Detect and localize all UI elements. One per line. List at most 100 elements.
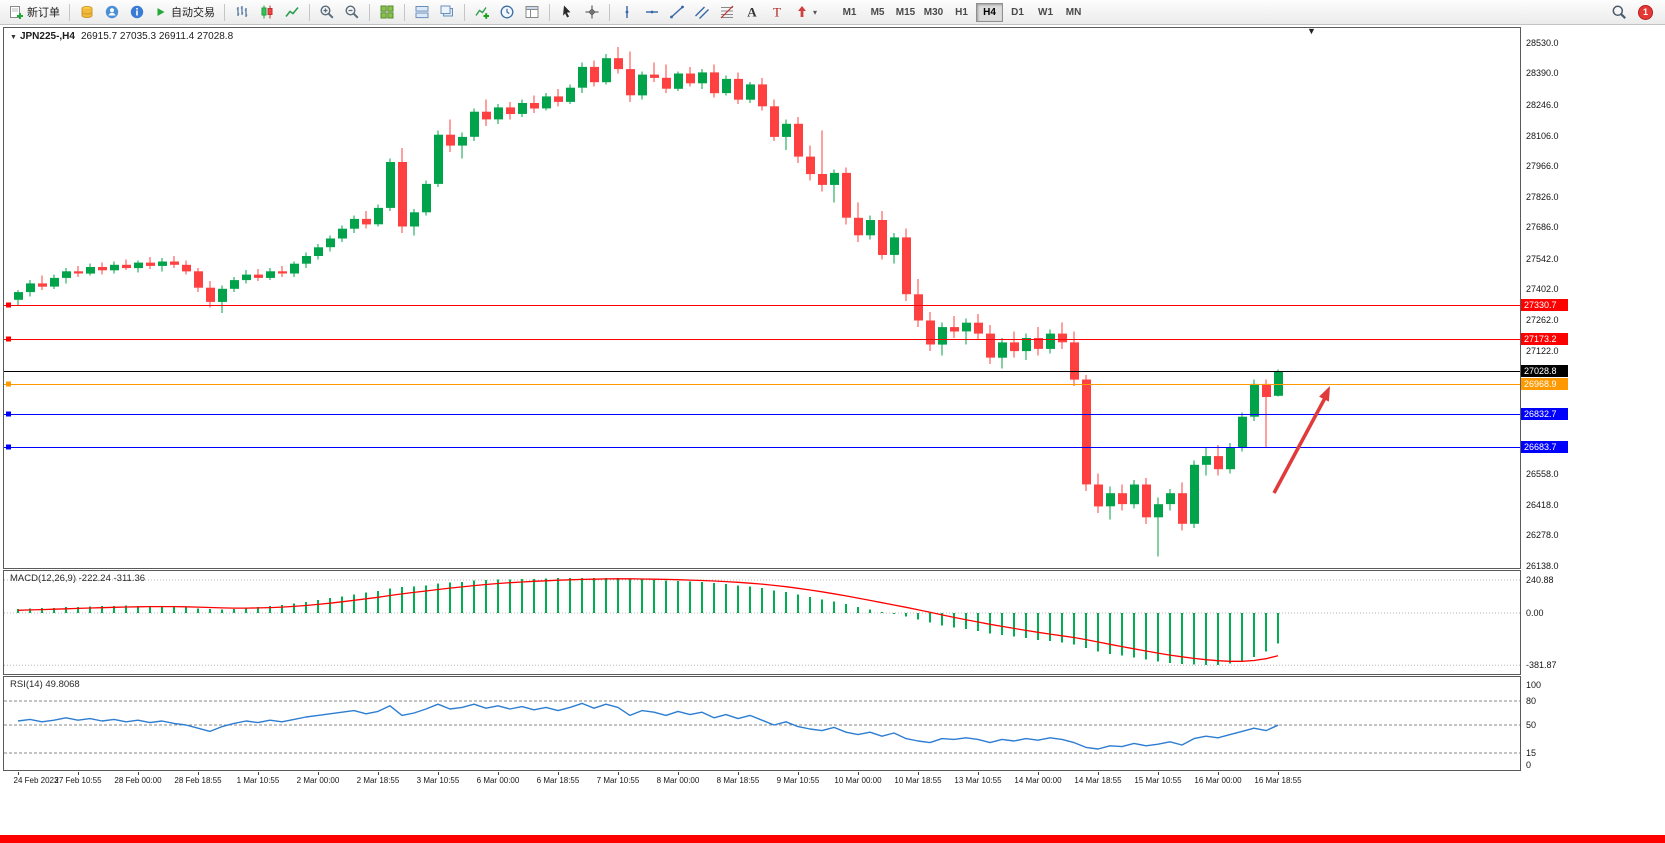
svg-text:T: T	[773, 5, 781, 20]
new-order-label: 新订单	[27, 7, 60, 19]
time-axis[interactable]: 24 Feb 2023 27 Feb 10:55 28 Feb 00:00 28 Fe…	[3, 772, 1521, 788]
macd-plot-area[interactable]	[4, 571, 1520, 674]
chart-ohlc-values: 26915.7 27035.3 26911.4 27028.8	[80, 31, 234, 42]
bar-chart-button[interactable]	[230, 2, 254, 23]
periods-button[interactable]	[495, 2, 519, 23]
vertical-line-tool-button[interactable]	[615, 2, 639, 23]
candle-body	[434, 134, 443, 184]
market-button[interactable]	[75, 2, 99, 23]
zoom-out-icon	[345, 5, 359, 19]
main-toolbar: 新订单 自动交易	[0, 0, 1665, 25]
time-axis-tick	[258, 772, 259, 775]
candle-body	[302, 256, 311, 264]
horizontal-line-tool-button[interactable]	[640, 2, 664, 23]
templates-button[interactable]	[520, 2, 544, 23]
level-price-tag[interactable]: 26968.9	[1521, 378, 1568, 391]
time-axis-label: 27 Feb 10:55	[54, 776, 102, 785]
candle-body	[566, 87, 575, 102]
time-axis-tick	[1098, 772, 1099, 775]
candle-body	[1118, 493, 1127, 505]
add-indicator-button[interactable]	[470, 2, 494, 23]
cursor-icon	[563, 5, 571, 18]
candle-body	[602, 58, 611, 83]
tab-timeframe-M15[interactable]: M15	[892, 3, 919, 22]
rsi-plot-area[interactable]	[4, 677, 1520, 770]
macd-axis-label: 240.88	[1526, 575, 1554, 585]
candle-body	[14, 292, 23, 300]
candlestick-chart-button[interactable]	[255, 2, 279, 23]
candle-body	[998, 342, 1007, 358]
level-price-tag[interactable]: 26832.7	[1521, 407, 1568, 420]
candle-body	[698, 72, 707, 84]
autotrading-button[interactable]: 自动交易	[150, 2, 219, 23]
level-price-tag[interactable]: 27173.2	[1521, 333, 1568, 346]
line-anchor-handle[interactable]	[6, 444, 11, 450]
candle-body	[890, 237, 899, 255]
info-button[interactable]	[125, 2, 149, 23]
time-axis-tick	[738, 772, 739, 775]
candle-body	[1022, 338, 1031, 352]
time-axis-tick	[1038, 772, 1039, 775]
tab-timeframe-H4[interactable]: H4	[976, 2, 1004, 22]
macd-signal-line	[17, 578, 1279, 662]
candle-body	[854, 217, 863, 236]
tab-timeframe-W1[interactable]: W1	[1032, 3, 1059, 22]
text-tool-button[interactable]: A	[740, 2, 764, 23]
time-axis-tick	[78, 772, 79, 775]
arrows-tool-button[interactable]: ▾	[790, 2, 821, 23]
zoom-out-button[interactable]	[340, 2, 364, 23]
price-chart-panel[interactable]: ▼ JPN225-,H4 26915.7 27035.3 26911.4 27028…	[3, 26, 1521, 569]
candle-body	[530, 103, 539, 109]
candle-body	[830, 172, 839, 185]
new-order-button[interactable]: 新订单	[4, 2, 64, 23]
line-anchor-handle[interactable]	[6, 336, 11, 342]
fibonacci-tool-button[interactable]	[715, 2, 739, 23]
chart-shift-marker-icon[interactable]: ▼	[1307, 26, 1316, 36]
line-chart-button[interactable]	[280, 2, 304, 23]
macd-panel[interactable]: MACD(12,26,9) -222.24 -311.36	[3, 570, 1521, 675]
time-axis-label: 8 Mar 18:55	[716, 776, 760, 785]
tile-windows-button[interactable]	[375, 2, 399, 23]
time-axis-tick	[918, 772, 919, 775]
price-axis-label: 27826.0	[1526, 191, 1559, 202]
zoom-in-button[interactable]	[315, 2, 339, 23]
tab-timeframe-M1[interactable]: M1	[836, 3, 863, 22]
line-anchor-handle[interactable]	[6, 302, 11, 308]
notification-badge[interactable]: 1	[1638, 4, 1653, 20]
search-button[interactable]	[1607, 2, 1631, 23]
toolbar-separator	[464, 3, 465, 21]
rsi-panel[interactable]: RSI(14) 49.8068	[3, 676, 1521, 771]
trend-arrow-head[interactable]	[1319, 386, 1330, 402]
tab-timeframe-M5[interactable]: M5	[864, 3, 891, 22]
line-anchor-handle[interactable]	[6, 381, 11, 387]
level-price-tag[interactable]: 26683.7	[1521, 440, 1568, 453]
arrange-windows-button[interactable]	[410, 2, 434, 23]
tab-timeframe-H1[interactable]: H1	[948, 3, 975, 22]
level-price-tag[interactable]: 27330.7	[1521, 299, 1568, 312]
community-button[interactable]	[100, 2, 124, 23]
crosshair-tool-button[interactable]	[580, 2, 604, 23]
tab-timeframe-MN[interactable]: MN	[1060, 3, 1087, 22]
chart-collapse-icon[interactable]: ▼	[10, 34, 17, 41]
time-axis-label: 28 Feb 18:55	[174, 776, 222, 785]
line-anchor-handle[interactable]	[6, 411, 11, 417]
current-price-tag[interactable]: 27028.8	[1521, 365, 1568, 378]
tab-timeframe-D1[interactable]: D1	[1004, 3, 1031, 22]
cursor-tool-button[interactable]	[555, 2, 579, 23]
toolbar-separator	[369, 3, 370, 21]
candle-body	[1178, 493, 1187, 524]
toolbar-separator	[549, 3, 550, 21]
price-axis[interactable]: 28530.0 28390.0 28246.0 28106.0 27966.0 27826…	[1521, 27, 1665, 772]
cascade-windows-button[interactable]	[435, 2, 459, 23]
candle-body	[734, 78, 743, 100]
channel-tool-button[interactable]	[690, 2, 714, 23]
candle-body	[290, 263, 299, 274]
tab-timeframe-M30[interactable]: M30	[920, 3, 947, 22]
candle-body	[62, 271, 71, 278]
label-tool-button[interactable]: T	[765, 2, 789, 23]
trendline-tool-button[interactable]	[665, 2, 689, 23]
add-indicator-icon	[475, 7, 489, 19]
price-chart-plot-area[interactable]	[4, 28, 1520, 568]
candle-body	[398, 162, 407, 227]
trend-arrow-annotation[interactable]	[1272, 397, 1327, 494]
